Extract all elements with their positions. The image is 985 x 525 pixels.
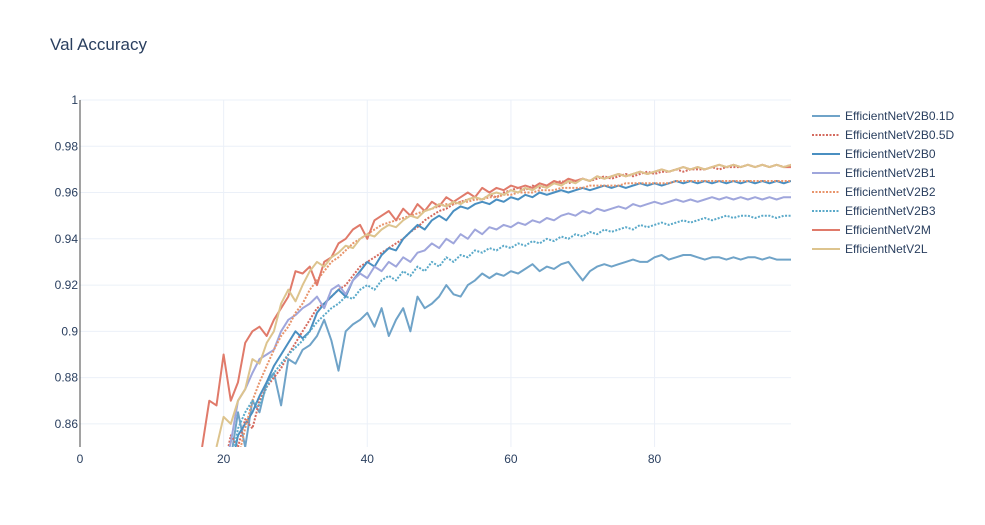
legend-label: EfficientNetV2B0: [845, 147, 936, 161]
legend-label: EfficientNetV2B1: [845, 166, 936, 180]
legend-item[interactable]: EfficientNetV2B1: [812, 166, 936, 180]
legend-item[interactable]: EfficientNetV2B0: [812, 147, 936, 161]
y-axis-ticks: 0.86 0.88 0.9 0.92 0.94 0.96 0.98 1: [55, 93, 79, 431]
legend-label: EfficientNetV2B3: [845, 204, 936, 218]
legend-label: EfficientNetV2B0.1D: [845, 109, 955, 123]
x-tick-label: 0: [77, 452, 84, 466]
y-tick-label: 0.96: [55, 186, 79, 200]
y-tick-label: 0.88: [55, 371, 79, 385]
x-tick-label: 20: [217, 452, 231, 466]
legend-item[interactable]: EfficientNetV2M: [812, 223, 931, 237]
series-line-6: [202, 165, 791, 447]
x-tick-label: 60: [504, 452, 518, 466]
y-tick-label: 0.92: [55, 278, 79, 292]
x-tick-label: 40: [361, 452, 375, 466]
y-tick-label: 1: [71, 93, 78, 107]
legend-label: EfficientNetV2B0.5D: [845, 128, 955, 142]
legend-item[interactable]: EfficientNetV2B2: [812, 185, 936, 199]
legend-label: EfficientNetV2M: [845, 223, 931, 237]
series-line-4: [238, 181, 791, 459]
legend-item[interactable]: EfficientNetV2B3: [812, 204, 936, 218]
series-line-7: [217, 165, 792, 447]
legend-label: EfficientNetV2B2: [845, 185, 936, 199]
legend-item[interactable]: EfficientNetV2L: [812, 242, 928, 256]
y-tick-label: 0.94: [55, 232, 79, 246]
y-tick-label: 0.9: [61, 324, 78, 338]
y-tick-label: 0.86: [55, 417, 79, 431]
x-tick-label: 80: [648, 452, 662, 466]
legend[interactable]: EfficientNetV2B0.1D EfficientNetV2B0.5D Ef…: [812, 109, 955, 256]
grid: [80, 100, 791, 447]
x-axis-ticks: 0 20 40 60 80: [77, 452, 662, 466]
chart-title: Val Accuracy: [50, 35, 148, 54]
legend-item[interactable]: EfficientNetV2B0.5D: [812, 128, 955, 142]
legend-item[interactable]: EfficientNetV2B0.1D: [812, 109, 955, 123]
legend-label: EfficientNetV2L: [845, 242, 928, 256]
y-tick-label: 0.98: [55, 139, 79, 153]
